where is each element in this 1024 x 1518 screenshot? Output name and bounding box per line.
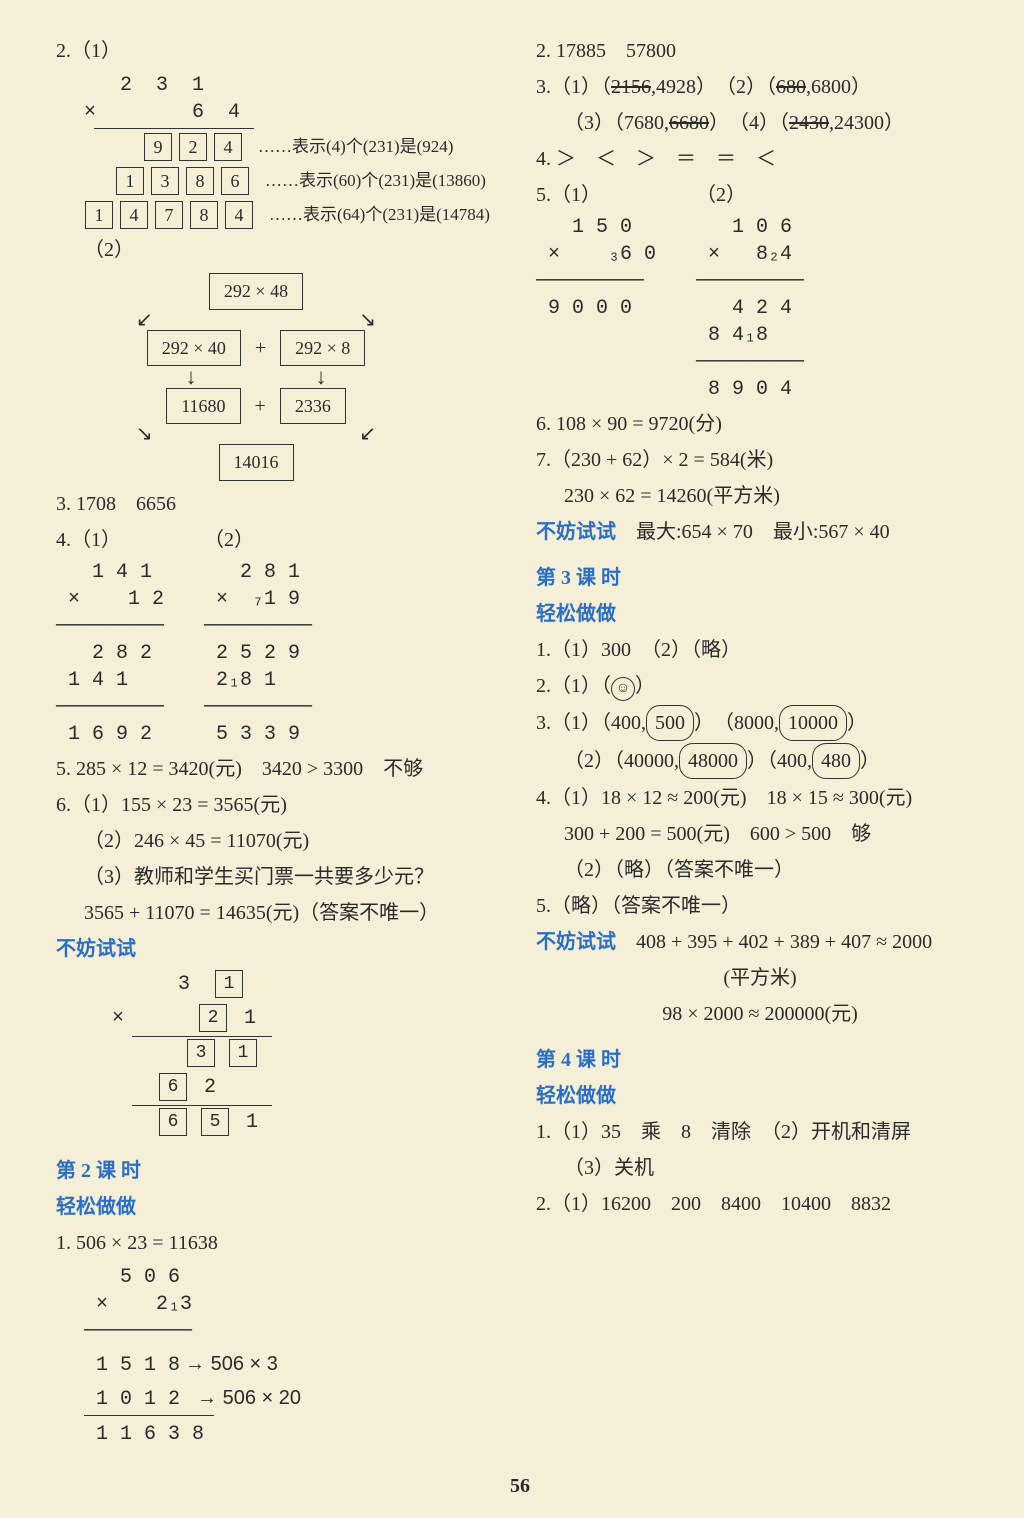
r-bfss-2v: 98 × 2000 ≈ 200000(元)	[536, 997, 984, 1031]
qingsong-1: 轻松做做	[56, 1190, 504, 1224]
qingsong-2: 轻松做做	[536, 597, 984, 631]
item-4b-label: （2）	[204, 523, 312, 557]
right-column: 2. 17885 57800 3.（1）（2156,4928） （2）（680,…	[536, 32, 984, 1465]
r-k3-1: 1.（1）300 （2）（略）	[536, 633, 984, 667]
dg-r2: 2336	[280, 388, 346, 425]
page: 2.（1） 2 3 1 × 6 4 9 2 4 ……表示(4)个(231)是(9…	[0, 0, 1024, 1518]
r-4: 4. ＞ ＜ ＞ ＝ ＝ ＜	[536, 142, 984, 176]
item-2-1: 2.（1）	[56, 34, 504, 68]
item-4a-wrap: 4.（1） 1 4 1 × 1 2 ───────── 2 8 2 1 4 1 …	[56, 523, 164, 750]
qingsong-3: 轻松做做	[536, 1079, 984, 1113]
r-7b: 230 × 62 = 14260(平方米)	[564, 479, 984, 513]
r-k3-3b: （2）（40000,48000）（400,480）	[564, 743, 984, 779]
item-6-3: （3）教师和学生买门票一共要多少元？	[84, 860, 504, 894]
r-k3-3a: 3.（1）（400,500） （8000,10000）	[536, 705, 984, 741]
item-4a-label: 4.（1）	[56, 523, 164, 557]
rule	[84, 1415, 214, 1416]
r-k3-2: 2.（1）（☺）	[536, 669, 984, 703]
r-5b: （2） 1 0 6 × 8₂4 ───────── 4 2 4 8 4₁8 ──…	[696, 178, 804, 405]
r-bfss-1: 不妨试试 最大:654 × 70 最小:567 × 40	[536, 515, 984, 549]
arrows-row-1: ↓↓	[96, 368, 416, 386]
r-7a: 7.（230 + 62）× 2 = 584(米)	[536, 443, 984, 477]
plus-1: +	[251, 331, 270, 365]
arrow-506x3: → 506 × 3	[185, 1353, 278, 1375]
mult-506: 5 0 6 × 2₁3 ───────── 1 5 1 8 → 506 × 3 …	[84, 1262, 504, 1450]
item-4b-wrap: （2） 2 8 1 × ₇1 9 ───────── 2 5 2 9 2₁8 1…	[204, 523, 312, 750]
split-arrows-1: ↙↘	[96, 312, 416, 328]
diagram-292x48: 292 × 48 ↙↘ 292 × 40 + 292 × 8 ↓↓ 11680 …	[96, 271, 416, 483]
r-5a: 5.（1） 1 5 0 × ₃6 0 ───────── 9 0 0 0	[536, 178, 656, 324]
item-6-4: 3565 + 11070 = 14635(元)（答案不唯一）	[84, 896, 504, 930]
r-k3-4c: （2）（略）（答案不唯一）	[564, 853, 984, 887]
r-k3-5: 5.（略）（答案不唯一）	[536, 889, 984, 923]
r-bfss-2: 不妨试试 408 + 395 + 402 + 389 + 407 ≈ 2000	[536, 925, 984, 959]
dg-left: 292 × 40	[147, 330, 241, 367]
item-6-2: （2）246 × 45 = 11070(元)	[84, 824, 504, 858]
dg-l2: 11680	[166, 388, 240, 425]
r-k4-1: 1.（1）35 乘 8 清除 （2）开机和清屏	[536, 1115, 984, 1149]
split-arrows-2: ↘↙	[96, 426, 416, 442]
left-column: 2.（1） 2 3 1 × 6 4 9 2 4 ……表示(4)个(231)是(9…	[56, 32, 504, 1465]
r-6: 6. 108 × 90 = 9720(分)	[536, 407, 984, 441]
k2-item-1: 1. 506 × 23 = 11638	[56, 1226, 504, 1260]
annot-2: ……表示(60)个(231)是(13860)	[265, 171, 486, 190]
r-2: 2. 17885 57800	[536, 34, 984, 68]
box-row-1: 9 2 4 ……表示(4)个(231)是(924)	[84, 129, 504, 163]
item-6-1: 6.（1）155 × 23 = 3565(元)	[56, 788, 504, 822]
box-row-2: 1 3 8 6 ……表示(60)个(231)是(13860)	[84, 163, 504, 197]
item-3: 3. 1708 6656	[56, 487, 504, 521]
r-5-mults: 5.（1） 1 5 0 × ₃6 0 ───────── 9 0 0 0 （2）…	[536, 178, 984, 405]
dg-top: 292 × 48	[209, 273, 303, 310]
columns: 2.（1） 2 3 1 × 6 4 9 2 4 ……表示(4)个(231)是(9…	[56, 32, 984, 1465]
r-k3-4a: 4.（1）18 × 12 ≈ 200(元) 18 × 15 ≈ 300(元)	[536, 781, 984, 815]
dg-right: 292 × 8	[280, 330, 365, 367]
mult-4a: 1 4 1 × 1 2 ───────── 2 8 2 1 4 1 ──────…	[56, 559, 164, 748]
mult-top: 2 3 1 × 6 4	[84, 72, 240, 126]
r-3a: 3.（1）（2156,4928） （2）（680,6800）	[536, 70, 984, 104]
r-bfss-2u: (平方米)	[536, 961, 984, 995]
bufang-shishi-1: 不妨试试	[56, 932, 504, 966]
lesson-3: 第 3 课 时	[536, 561, 984, 595]
annot-1: ……表示(4)个(231)是(924)	[258, 137, 453, 156]
item-5: 5. 285 × 12 = 3420(元) 3420 > 3300 不够	[56, 752, 504, 786]
mult-231x64: 2 3 1 × 6 4 9 2 4 ……表示(4)个(231)是(924) 1 …	[84, 70, 504, 231]
r-3b: （3）（7680,6680） （4）（2430,24300）	[564, 106, 984, 140]
mult-4b: 2 8 1 × ₇1 9 ───────── 2 5 2 9 2₁8 1 ───…	[204, 559, 312, 748]
r-k4-2: 2.（1）16200 200 8400 10400 8832	[536, 1187, 984, 1221]
try-mult: 3 1 × 2 1 3 1 6 2	[112, 968, 504, 1140]
lesson-4: 第 4 课 时	[536, 1043, 984, 1077]
dg-bot: 14016	[219, 444, 294, 481]
item-4-mults: 4.（1） 1 4 1 × 1 2 ───────── 2 8 2 1 4 1 …	[56, 523, 504, 750]
item-2-2: （2）	[84, 233, 504, 267]
r-k3-4b: 300 + 200 = 500(元) 600 > 500 够	[564, 817, 984, 851]
plus-2: +	[251, 389, 270, 423]
annot-3: ……表示(64)个(231)是(14784)	[269, 205, 490, 224]
lesson-2: 第 2 课 时	[56, 1154, 504, 1188]
arrow-506x20: → 506 × 20	[197, 1387, 301, 1409]
page-number: 56	[56, 1465, 984, 1498]
box-row-3: 1 4 7 8 4 ……表示(64)个(231)是(14784)	[84, 197, 504, 231]
smiley-icon: ☺	[611, 677, 635, 701]
r-k4-1b: （3）关机	[564, 1151, 984, 1185]
